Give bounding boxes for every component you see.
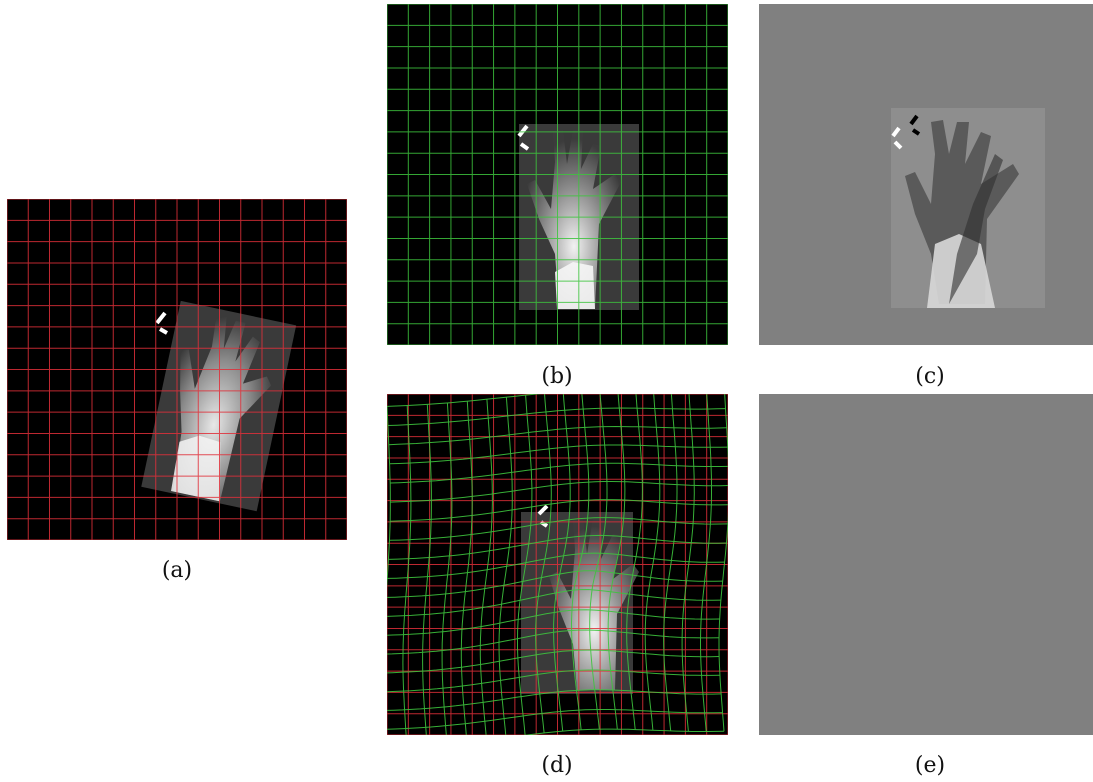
- deformed-grid-line: [387, 689, 722, 711]
- xray-image-a: [7, 199, 347, 540]
- deformed-grid-line: [663, 394, 678, 731]
- caption-a: (a): [161, 558, 193, 583]
- deformed-grid-line: [644, 394, 661, 731]
- marker-glyph-c-white: [891, 126, 903, 150]
- panel-b-xray-green-grid: [387, 4, 728, 345]
- difference-image-c: [891, 108, 1045, 308]
- panel-e-uniform-gray: [759, 394, 1093, 735]
- marker-glyph-c-black: [909, 114, 921, 136]
- marker-glyph-a: [155, 311, 168, 335]
- deformed-grid-line: [718, 394, 728, 732]
- marker-glyph-b: [517, 124, 530, 151]
- deformed-grid-line: [387, 394, 543, 407]
- panel-a-xray-red-grid: [7, 199, 347, 540]
- deformed-grid-line: [387, 709, 723, 730]
- deformed-grid-line: [523, 728, 725, 735]
- deformed-grid-line: [402, 405, 412, 735]
- caption-b: (b): [541, 364, 573, 389]
- deformed-grid-line: [479, 399, 493, 735]
- deformed-grid-line: [700, 394, 712, 732]
- xray-image-d: [387, 394, 728, 735]
- marker-glyph-d: [537, 504, 549, 528]
- deformed-grid-line: [681, 394, 695, 732]
- deformed-grid-line: [389, 444, 728, 465]
- caption-c: (c): [915, 364, 945, 389]
- panel-d-deformed-grid: [387, 394, 728, 735]
- panel-c-difference-image: [759, 4, 1093, 345]
- deformed-grid-line: [441, 402, 453, 735]
- caption-e: (e): [914, 753, 946, 778]
- deformed-grid-line: [387, 669, 720, 693]
- caption-d: (d): [541, 753, 573, 778]
- deformed-grid-line: [387, 407, 726, 426]
- xray-image-b: [387, 4, 728, 345]
